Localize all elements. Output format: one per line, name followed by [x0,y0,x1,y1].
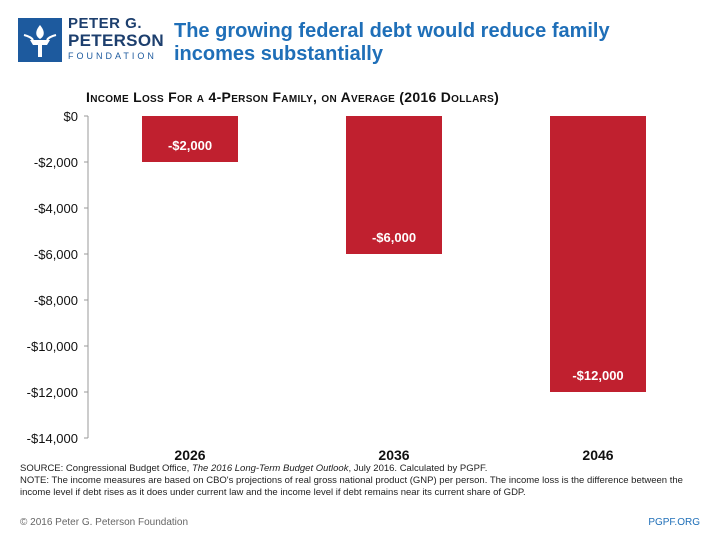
logo: PETER G. PETERSON FOUNDATION [18,14,168,72]
data-label: -$6,000 [372,230,416,245]
y-tick-label: -$4,000 [34,201,78,216]
x-tick-label: 2046 [582,447,613,463]
source-suffix: , July 2016. Calculated by PGPF. [348,463,488,474]
y-tick-label: -$12,000 [27,385,78,400]
source-note: SOURCE: Congressional Budget Office, The… [20,463,710,499]
copyright: © 2016 Peter G. Peterson Foundation [20,517,189,528]
y-tick-label: -$6,000 [34,247,78,262]
y-tick-label: -$14,000 [27,431,78,446]
y-tick-label: $0 [64,109,78,124]
logo-line-3: FOUNDATION [68,51,157,61]
source-line: SOURCE: Congressional Budget Office, The… [20,463,710,475]
x-tick-label: 2036 [378,447,409,463]
y-tick-label: -$10,000 [27,339,78,354]
source-title: The 2016 Long-Term Budget Outlook [191,463,349,474]
logo-line-1: PETER G. [68,15,143,32]
headline: The growing federal debt would reduce fa… [174,20,610,65]
y-tick-label: -$2,000 [34,155,78,170]
torch-icon [18,18,62,62]
logo-line-2: PETERSON [68,31,164,50]
bar-chart: $0 -$2,000 -$4,000 -$6,000 -$8,000 -$10,000 -$… [27,109,646,463]
note-text: NOTE: The income measures are based on C… [20,475,683,498]
source-prefix: SOURCE: Congressional Budget Office, [20,463,192,474]
bar-2036 [346,116,442,254]
bar-2046 [550,116,646,392]
chart-title: Income Loss For a 4-Person Family, on Av… [86,89,500,105]
data-label: -$12,000 [572,368,623,383]
data-label: -$2,000 [168,138,212,153]
x-tick-label: 2026 [174,447,205,463]
bar-2026 [142,116,238,162]
y-tick-label: -$8,000 [34,293,78,308]
site-link[interactable]: PGPF.ORG [648,517,700,528]
